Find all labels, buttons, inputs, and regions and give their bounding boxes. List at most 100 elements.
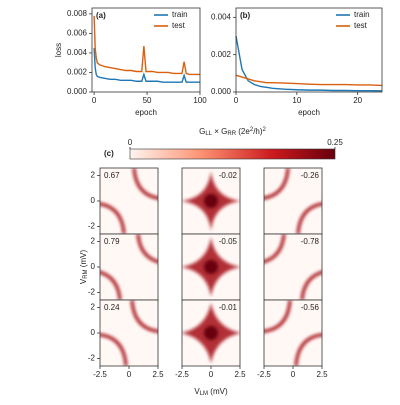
x-axis-label-part: V: [194, 387, 200, 396]
x-tick-label: 100: [193, 96, 207, 105]
heatmap-bg: [100, 300, 158, 366]
loss-line: [93, 48, 200, 83]
colorbar-tick-label: 0: [128, 138, 133, 147]
panel-value: -0.26: [301, 171, 320, 180]
loss-line: [235, 35, 383, 92]
colorbar-label-part: 2: [263, 127, 267, 133]
y-tick-label: -2: [88, 287, 96, 296]
x-tick-label: -2.5: [257, 370, 271, 379]
x-axis-label-part: (mV): [208, 387, 228, 396]
legend-label: test: [172, 21, 186, 30]
x-tick-label: 50: [143, 96, 152, 105]
colorbar-label-part: 2: [250, 127, 254, 133]
y-tick-label: 0.000: [67, 87, 88, 96]
y-tick-label: 2: [91, 237, 96, 246]
panel-value: -0.56: [301, 303, 320, 312]
heatmap-feature: [132, 168, 158, 200]
y-tick-label: -2: [88, 221, 96, 230]
x-tick-label: -2.5: [175, 370, 189, 379]
panel-label: (b): [240, 11, 251, 20]
heatmap-feature: [204, 260, 218, 274]
legend-label: test: [354, 21, 368, 30]
y-tick-label: 0: [91, 262, 96, 271]
x-tick-label: 0: [234, 96, 239, 105]
panel-value: -0.02: [219, 171, 238, 180]
y-tick-label: 0.004: [67, 48, 88, 57]
y-tick-label: 0.002: [67, 68, 88, 77]
x-tick-label: 2.5: [316, 370, 328, 379]
heatmap-bg: [100, 234, 158, 300]
x-axis-label: VLM (mV): [194, 387, 228, 397]
x-axis-label: epoch: [135, 108, 157, 117]
colorbar-label-part: (2e: [236, 127, 250, 136]
y-tick-label: 2: [91, 171, 96, 180]
colorbar-label-part: RR: [227, 131, 236, 137]
x-axis-label: epoch: [298, 108, 320, 117]
panel-value: -0.78: [301, 237, 320, 246]
heatmap-image: [264, 300, 322, 366]
y-axis-label-part: V: [79, 278, 88, 284]
heatmap-bg: [100, 168, 158, 234]
y-axis-label-part: (mV): [79, 250, 88, 270]
plot-frame: [235, 7, 383, 93]
heatmap-image: [264, 168, 322, 234]
heatmap-feature: [294, 333, 322, 366]
x-axis-label-part: LM: [200, 391, 208, 397]
panel-value: -0.05: [219, 237, 238, 246]
panel-label: (a): [96, 11, 106, 20]
heatmap-image: [182, 234, 240, 300]
y-tick-label: -2: [88, 353, 96, 362]
y-tick-label: 0.006: [67, 29, 88, 38]
y-tick-label: 2: [91, 303, 96, 312]
heatmap-bg: [264, 234, 322, 300]
legend-label: train: [172, 10, 188, 19]
panel-value: 0.67: [104, 171, 120, 180]
heatmap-feature: [296, 202, 322, 234]
panel-label: (c): [104, 149, 114, 158]
loss-line: [235, 74, 383, 87]
heatmap-feature: [204, 194, 218, 208]
heatmap-image: [100, 168, 158, 234]
heatmap-feature: [130, 300, 158, 333]
heatmap-feature: [204, 326, 218, 340]
colorbar-label-part: × G: [212, 127, 227, 136]
x-tick-label: 0: [209, 370, 214, 379]
panel-value: -0.01: [219, 303, 238, 312]
x-tick-label: 2.5: [152, 370, 164, 379]
y-tick-label: 0: [91, 196, 96, 205]
panel-value: 0.79: [104, 237, 120, 246]
loss-line: [93, 15, 200, 76]
colorbar-label-part: G: [199, 127, 205, 136]
heatmap-image: [264, 234, 322, 300]
legend-label: train: [354, 10, 370, 19]
plot-frame: [91, 7, 201, 93]
x-tick-label: 10: [292, 96, 301, 105]
x-tick-label: 0: [291, 370, 296, 379]
heatmap-feature: [264, 168, 290, 200]
colorbar: [129, 148, 336, 160]
colorbar-label: GLL × GRR (2e2/h)2: [199, 127, 266, 137]
y-axis-label-part: RM: [83, 269, 89, 278]
x-tick-label: 2.5: [234, 370, 246, 379]
heatmap-image: [182, 300, 240, 366]
colorbar-tick-label: 0.25: [327, 138, 343, 147]
heatmap-bg: [264, 300, 322, 366]
y-tick-label: 0: [91, 328, 96, 337]
heatmap-image: [100, 300, 158, 366]
x-tick-label: 20: [353, 96, 362, 105]
y-tick-label: 0.002: [211, 50, 232, 59]
x-tick-label: 0: [127, 370, 132, 379]
heatmap-feature: [100, 202, 126, 234]
heatmap-feature: [264, 300, 292, 333]
colorbar-label-part: /h): [253, 127, 263, 136]
heatmap-image: [182, 168, 240, 234]
y-tick-label: 0.004: [211, 12, 232, 21]
panel-value: 0.24: [104, 303, 120, 312]
y-axis-label: VRM (mV): [79, 250, 89, 285]
x-tick-label: -2.5: [93, 370, 107, 379]
y-axis-label: loss: [54, 43, 63, 57]
heatmap-bg: [264, 168, 322, 234]
colorbar-label-part: LL: [205, 131, 212, 137]
y-tick-label: 0.008: [67, 9, 88, 18]
